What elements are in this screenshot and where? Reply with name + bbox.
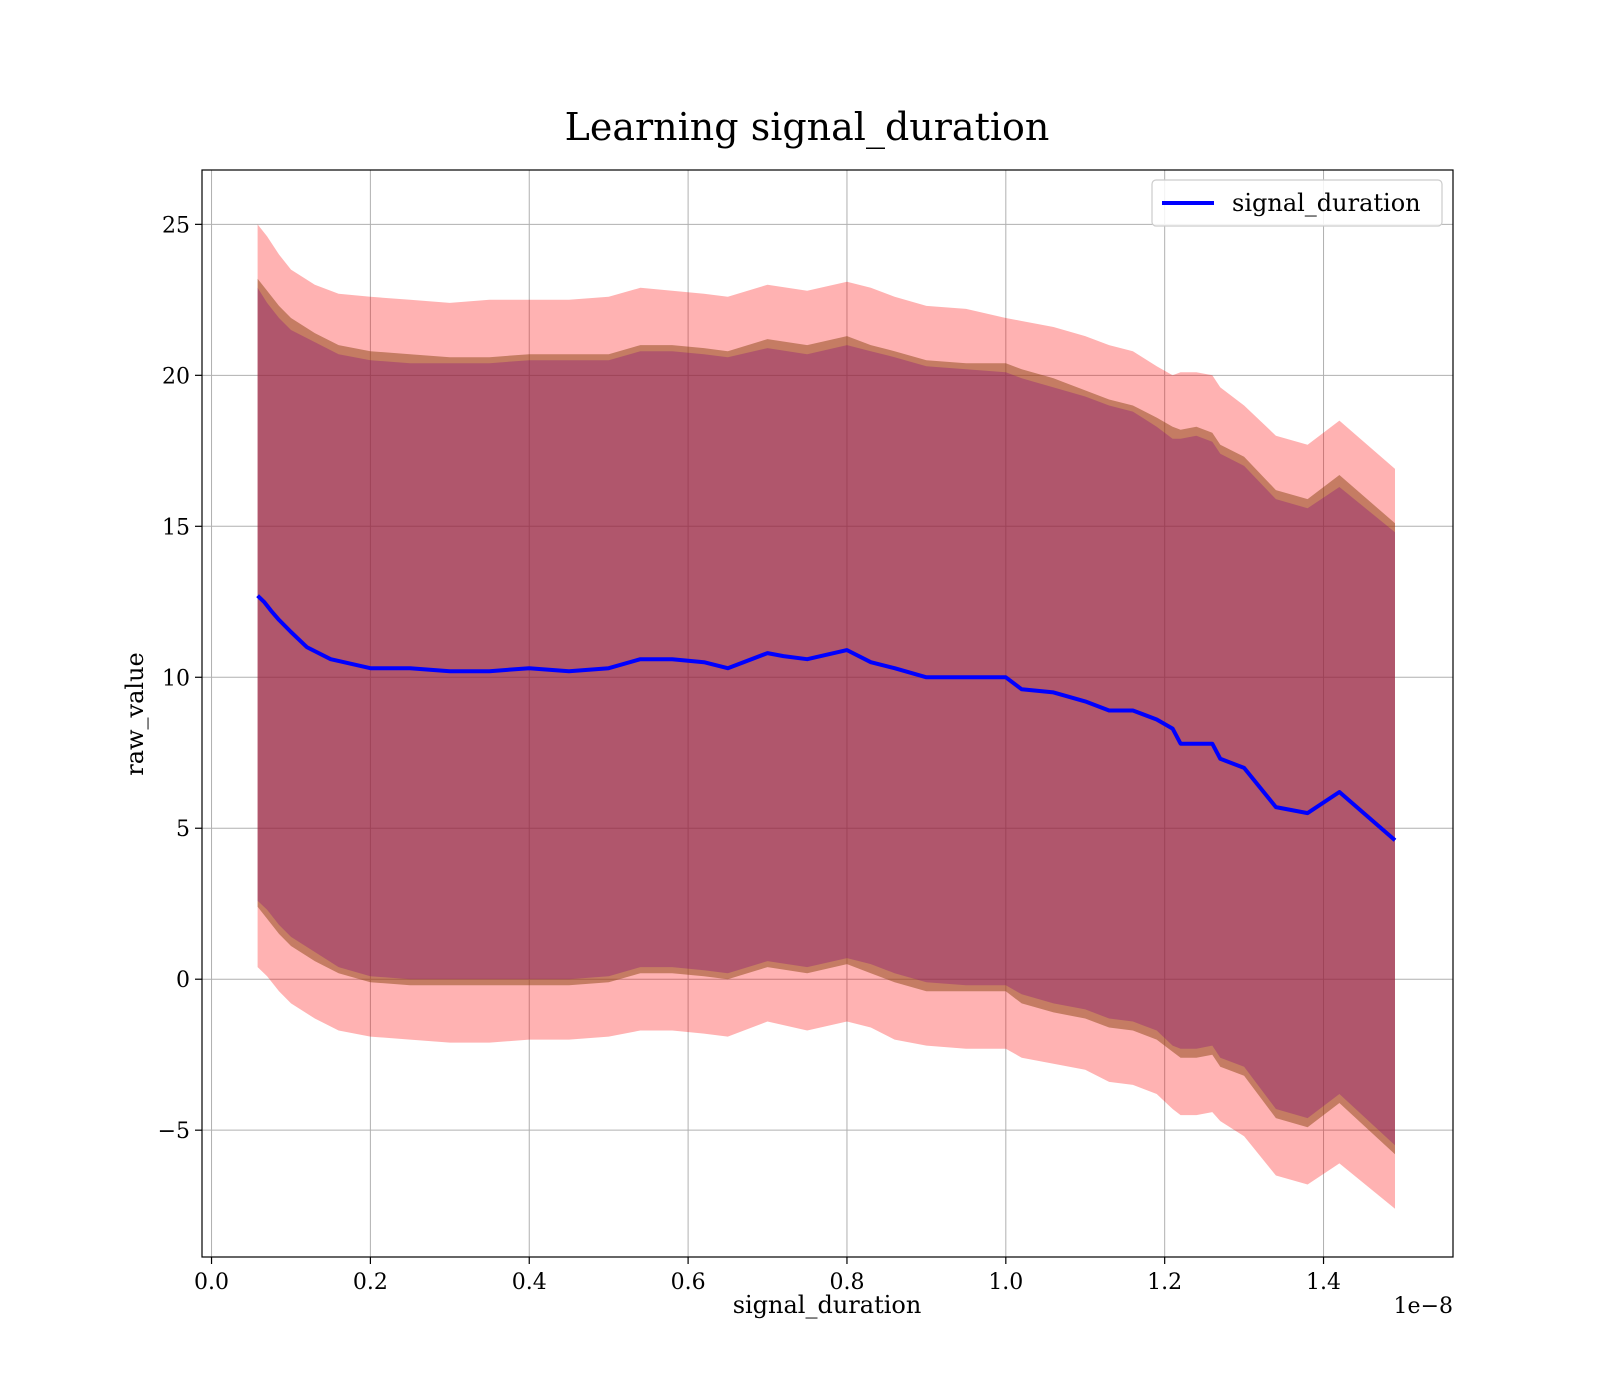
y-axis-label: raw_value bbox=[121, 652, 149, 776]
y-tick-label: −5 bbox=[158, 1119, 190, 1144]
x-tick-label: 0.0 bbox=[194, 1270, 229, 1295]
legend-box bbox=[1151, 179, 1443, 227]
x-axis-label: signal_duration bbox=[733, 1291, 922, 1319]
y-tick-label: 0 bbox=[176, 968, 190, 993]
y-tick-label: 5 bbox=[176, 817, 190, 842]
x-tick-label: 0.8 bbox=[829, 1270, 864, 1295]
x-tick-label: 1.2 bbox=[1147, 1270, 1182, 1295]
y-tick-label: 15 bbox=[162, 515, 190, 540]
y-tick-label: 25 bbox=[162, 213, 190, 238]
band-middle bbox=[257, 278, 1396, 1155]
y-tick-label: 10 bbox=[162, 666, 190, 691]
y-axis-ticks: −5 0 5 10 15 20 25 bbox=[158, 213, 202, 1144]
x-axis-ticks: 0.0 0.2 0.4 0.6 0.8 1.0 1.2 1.4 bbox=[194, 1257, 1341, 1295]
x-tick-label: 0.2 bbox=[353, 1270, 388, 1295]
legend: signal_duration bbox=[1151, 179, 1443, 227]
plot-area-frame bbox=[201, 169, 1454, 1258]
x-axis-offset-text: 1e−8 bbox=[1394, 1294, 1453, 1319]
legend-label: signal_duration bbox=[1232, 189, 1421, 217]
x-tick-label: 0.4 bbox=[512, 1270, 547, 1295]
series-line bbox=[256, 594, 1397, 842]
series-layer bbox=[256, 594, 1397, 842]
confidence-bands bbox=[257, 224, 1396, 1209]
band-inner bbox=[257, 287, 1396, 1146]
x-tick-label: 0.6 bbox=[671, 1270, 706, 1295]
x-tick-label: 1.0 bbox=[988, 1270, 1023, 1295]
chart-title: Learning signal_duration bbox=[565, 105, 1050, 150]
x-tick-label: 1.4 bbox=[1306, 1270, 1341, 1295]
y-tick-label: 20 bbox=[162, 364, 190, 389]
